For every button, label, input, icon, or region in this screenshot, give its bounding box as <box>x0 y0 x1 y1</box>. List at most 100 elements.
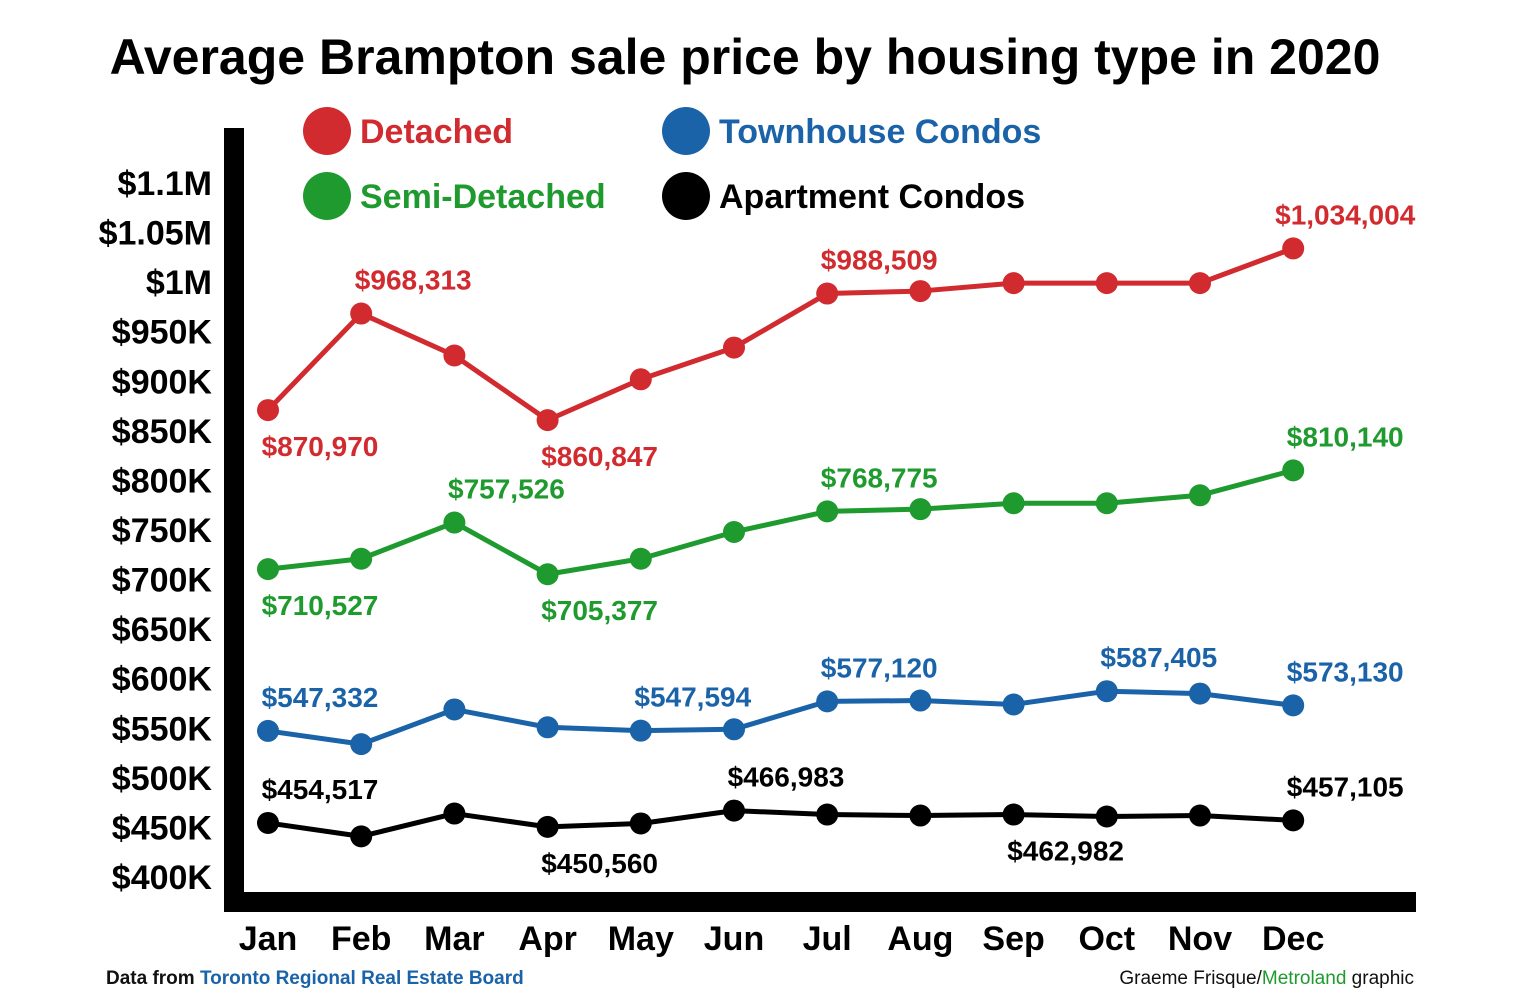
data-point <box>257 558 279 581</box>
x-tick-label: Feb <box>331 920 391 958</box>
data-label: $547,594 <box>634 682 751 713</box>
x-tick-label: Jul <box>803 920 852 958</box>
data-source-credit: Data from Toronto Regional Real Estate B… <box>106 968 524 990</box>
y-tick-label: $750K <box>112 512 213 550</box>
x-tick-label: Mar <box>424 920 484 958</box>
x-tick-label: Jun <box>704 920 764 958</box>
legend-label: Townhouse Condos <box>719 113 1041 151</box>
data-labels: $870,970 $968,313 $860,847 $988,509 $1,034,0… <box>262 199 1416 878</box>
legend: Detached Semi-Detached Townhouse Condos Apa… <box>303 107 1041 220</box>
data-point <box>1189 804 1211 827</box>
chart-title: Average Brampton sale price by housing t… <box>110 29 1381 85</box>
y-tick-label: $400K <box>112 859 213 897</box>
data-point <box>257 811 279 834</box>
data-point <box>443 698 466 721</box>
x-tick-label: Oct <box>1078 920 1135 958</box>
organization-name: Metroland <box>1261 968 1347 989</box>
data-label: $988,509 <box>821 245 938 276</box>
series-line <box>267 688 1294 747</box>
data-point <box>1189 272 1211 295</box>
x-tick-label: Dec <box>1262 920 1324 958</box>
data-point <box>1189 682 1211 705</box>
data-point <box>257 399 279 422</box>
data-point <box>816 500 839 523</box>
y-tick-label: $1.05M <box>99 215 212 253</box>
data-point <box>629 547 652 570</box>
series-line <box>267 467 1294 577</box>
data-point <box>350 302 373 325</box>
data-point <box>257 719 279 742</box>
series <box>257 680 1305 756</box>
series-group <box>257 237 1305 848</box>
data-label: $810,140 <box>1287 421 1404 452</box>
data-label: $547,332 <box>262 682 379 713</box>
series <box>257 237 1305 432</box>
axes <box>224 128 1416 912</box>
legend-label: Apartment Condos <box>719 178 1025 216</box>
y-tick-label: $900K <box>112 363 213 401</box>
source-prefix: Data from <box>106 968 200 989</box>
y-tick-label: $950K <box>112 314 213 352</box>
series-line <box>267 808 1294 839</box>
series <box>257 459 1305 586</box>
data-point <box>629 368 652 391</box>
legend-label: Semi-Detached <box>360 178 606 216</box>
y-axis-ticks: $400K $450K $500K $550K $600K $650K $700K $750K… <box>99 165 213 897</box>
x-axis-ticks: Jan Feb Mar Apr May Jun Jul Aug Sep Oct Nov Dec <box>239 920 1325 958</box>
data-point <box>1002 803 1025 826</box>
data-point <box>1282 694 1305 717</box>
y-tick-label: $450K <box>112 809 213 847</box>
data-point <box>1282 809 1305 832</box>
data-label: $454,517 <box>262 774 379 805</box>
data-point <box>1095 805 1118 828</box>
data-point <box>1189 484 1211 507</box>
data-point <box>536 409 559 432</box>
legend-marker <box>662 107 710 155</box>
legend-marker <box>303 172 351 220</box>
data-label: $573,130 <box>1287 656 1404 687</box>
legend-marker <box>303 107 351 155</box>
x-tick-label: Sep <box>982 920 1044 958</box>
data-label: $577,120 <box>821 652 938 683</box>
data-point <box>350 547 373 570</box>
data-label: $1,034,004 <box>1275 199 1416 230</box>
data-point <box>909 689 932 712</box>
data-point <box>443 344 466 367</box>
data-point <box>629 719 652 742</box>
data-label: $457,105 <box>1287 771 1404 802</box>
x-tick-label: Aug <box>887 920 953 958</box>
data-point <box>1282 237 1305 260</box>
author-name: Graeme Frisque/ <box>1119 968 1262 989</box>
y-tick-label: $700K <box>112 562 213 600</box>
data-label: $968,313 <box>355 265 472 296</box>
data-point <box>1095 492 1118 515</box>
data-label: $466,983 <box>728 762 845 793</box>
data-point <box>723 799 745 822</box>
data-point <box>723 718 745 741</box>
data-point <box>443 511 466 534</box>
y-tick-label: $500K <box>112 760 213 798</box>
data-point <box>443 802 466 825</box>
data-label: $450,560 <box>541 848 658 879</box>
data-point <box>350 825 373 848</box>
data-point <box>909 804 932 827</box>
x-tick-label: Apr <box>518 920 577 958</box>
data-point <box>909 280 932 303</box>
graphic-credit: Graeme Frisque/Metroland graphic <box>1119 968 1414 990</box>
series <box>257 799 1305 848</box>
graphic-suffix: graphic <box>1346 968 1414 989</box>
y-tick-label: $850K <box>112 413 213 451</box>
legend-marker <box>662 172 710 220</box>
data-point <box>816 690 839 713</box>
data-point <box>1282 459 1305 482</box>
data-point <box>350 733 373 756</box>
y-tick-label: $1.1M <box>118 165 213 203</box>
data-label: $587,405 <box>1100 642 1217 673</box>
data-point <box>1002 693 1025 716</box>
data-point <box>1002 492 1025 515</box>
data-point <box>909 498 932 521</box>
source-name: Toronto Regional Real Estate Board <box>199 968 524 989</box>
data-point <box>1002 272 1025 295</box>
data-label: $757,526 <box>448 474 565 505</box>
